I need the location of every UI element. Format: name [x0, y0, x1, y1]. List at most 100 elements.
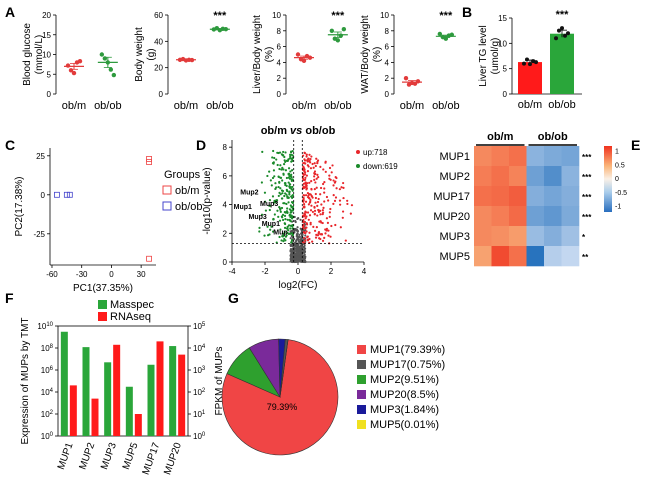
ns-point: [299, 238, 302, 241]
up-point: [307, 157, 310, 160]
down-point: [279, 228, 282, 231]
y-tick-label: 8: [277, 27, 282, 36]
tick-exponent: 0: [202, 432, 206, 438]
legend-label: ob/m: [175, 185, 199, 197]
up-point: [329, 235, 332, 238]
x-tick-label: ob/m: [292, 100, 316, 112]
down-point: [273, 175, 276, 178]
down-point: [278, 167, 281, 171]
up-point: [309, 161, 312, 164]
bar-masspec: [82, 347, 90, 436]
ns-point: [303, 260, 307, 264]
up-point: [304, 176, 307, 179]
y-tick-label: -25: [33, 230, 45, 239]
down-point: [290, 160, 293, 163]
significance-mark: *: [582, 233, 586, 242]
y-tick-label: 0: [385, 90, 390, 99]
panel-F: 1001021041061081010100101102103104105Exp…: [20, 299, 225, 476]
up-point: [308, 181, 311, 184]
up-point: [314, 236, 318, 239]
up-point: [306, 170, 310, 173]
down-point: [276, 209, 279, 212]
heatmap-cell: [526, 246, 545, 267]
data-point: [443, 36, 449, 41]
down-point: [284, 211, 287, 214]
up-point: [317, 197, 320, 201]
tick-exponent: 8: [50, 344, 54, 350]
up-point: [322, 168, 325, 171]
tick-exponent: 4: [50, 388, 54, 394]
heatmap-cell: [544, 166, 562, 187]
down-point: [289, 215, 292, 219]
legend-label: RNAseq: [110, 311, 151, 323]
data-point: [146, 255, 152, 262]
down-point: [286, 159, 289, 162]
up-point: [313, 170, 317, 173]
data-point: [105, 60, 111, 65]
up-point: [319, 233, 322, 236]
down-point: [281, 166, 284, 169]
heatmap-cell: [491, 246, 510, 267]
down-point: [268, 233, 271, 236]
data-point: [557, 28, 561, 33]
pie-slice: [279, 339, 289, 398]
heatmap-cell: [491, 166, 510, 187]
panel-label-D: D: [196, 137, 206, 153]
tick-exponent: 2: [50, 410, 54, 416]
up-point: [339, 203, 342, 206]
ns-point: [299, 227, 302, 230]
down-point: [284, 182, 287, 185]
y-tick-label: 6: [223, 172, 228, 181]
up-point: [308, 231, 311, 234]
up-point: [306, 164, 309, 167]
data-point: [560, 26, 564, 31]
up-point: [311, 210, 315, 214]
legend-label: up:718: [363, 148, 388, 157]
up-point: [305, 222, 308, 225]
panel-label-E: E: [631, 137, 640, 153]
down-point: [268, 199, 272, 202]
up-point: [302, 161, 305, 165]
up-point: [324, 161, 327, 164]
colorbar-tick-label: 0.5: [615, 162, 625, 169]
legend-swatch: [357, 345, 366, 354]
up-point: [311, 240, 314, 243]
y-tick-label: 4: [277, 58, 282, 67]
y-tick-label: 10: [42, 51, 51, 60]
ns-point: [294, 247, 297, 250]
y-tick-label: 0: [47, 90, 52, 99]
up-point: [313, 178, 316, 181]
down-point: [271, 156, 274, 159]
row-label: MUP2: [439, 171, 470, 183]
down-point: [291, 169, 294, 172]
up-point: [334, 180, 337, 183]
tick-exponent: 3: [202, 366, 206, 372]
down-point: [279, 164, 282, 167]
down-point: [281, 154, 284, 157]
up-point: [338, 199, 342, 202]
data-point: [99, 52, 105, 57]
x-tick-label: MUP20: [162, 441, 184, 477]
up-point: [328, 211, 331, 214]
ns-point: [298, 257, 301, 260]
y-axis-title: Blood glucose: [22, 23, 33, 86]
up-point: [304, 210, 307, 213]
significance-mark: ***: [213, 10, 227, 22]
down-point: [290, 175, 293, 178]
legend-label: MUP3(1.84%): [370, 404, 439, 416]
up-point: [312, 225, 315, 228]
up-point: [305, 153, 308, 156]
down-point: [281, 235, 284, 238]
ns-point: [297, 217, 300, 220]
down-point: [280, 168, 283, 171]
up-point: [350, 204, 354, 207]
ns-point: [303, 245, 306, 248]
y2-tick-label: 105: [193, 322, 206, 331]
y-tick-label: 102: [41, 410, 54, 419]
bar-rnaseq: [113, 344, 121, 436]
down-point: [270, 184, 273, 187]
ns-point: [294, 219, 297, 223]
down-point: [279, 176, 283, 179]
data-point: [329, 28, 335, 33]
